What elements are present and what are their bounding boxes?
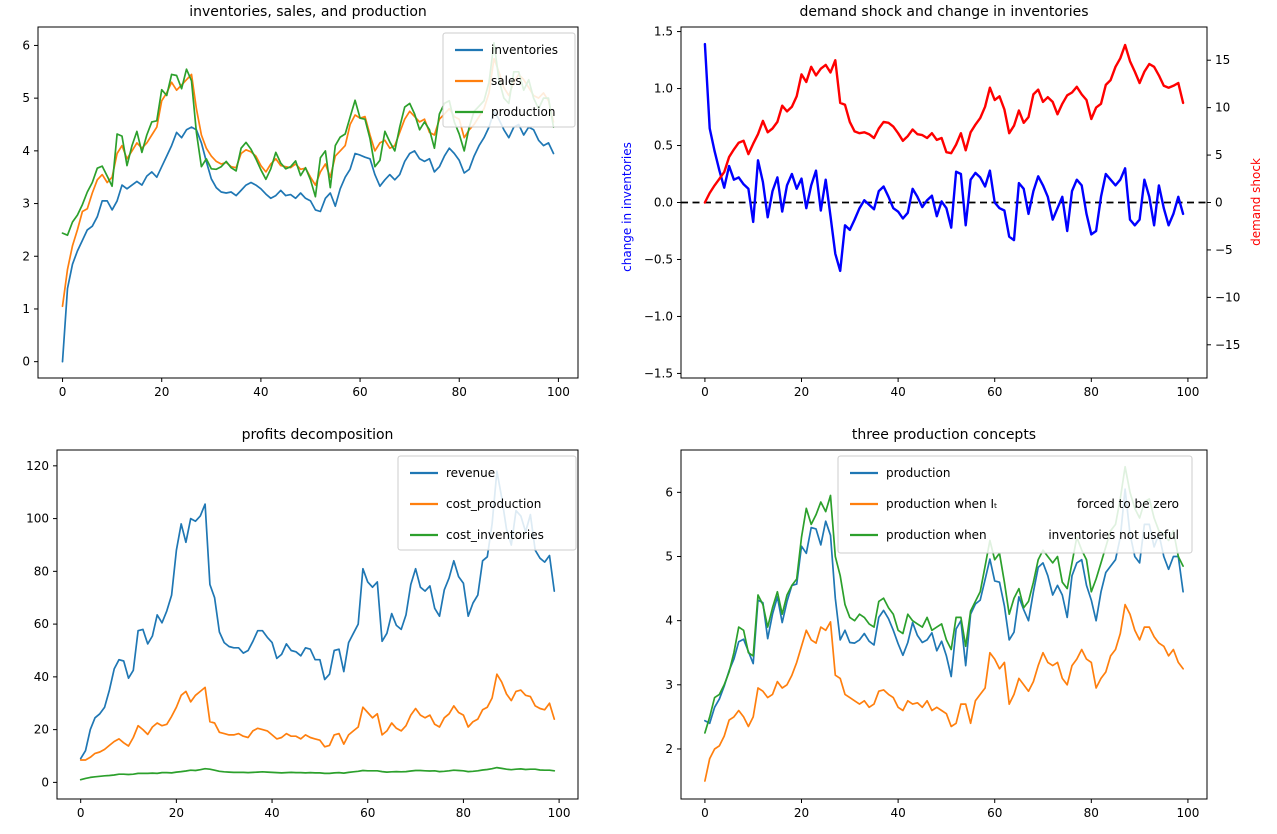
y2-tick-label: −10 — [1215, 290, 1240, 304]
series-cost-production — [79, 673, 556, 761]
x-tick-label: 0 — [701, 806, 709, 820]
x-tick-label: 80 — [1084, 385, 1099, 399]
y-tick-label: 100 — [26, 512, 49, 526]
y-tick-label: 0.5 — [654, 139, 673, 153]
legend-label: revenue — [446, 466, 495, 480]
x-tick-label: 100 — [547, 385, 570, 399]
series-revenue — [79, 470, 556, 760]
series-inventories — [61, 110, 555, 363]
x-tick-label: 60 — [352, 385, 367, 399]
legend-label-right: forced to be zero — [1077, 497, 1179, 511]
x-tick-label: 0 — [77, 806, 85, 820]
axes-frame-3 — [680, 449, 1208, 800]
chart-title-inventories-sales-production: inventories, sales, and production — [189, 4, 427, 20]
y-tick-label: 1.0 — [654, 82, 673, 96]
x-tick-label: 80 — [452, 385, 467, 399]
legend-box — [837, 455, 1193, 554]
x-tick-label: 20 — [154, 385, 169, 399]
y-tick-label: 20 — [34, 723, 49, 737]
legend-box — [442, 32, 576, 128]
x-tick-label: 40 — [253, 385, 268, 399]
x-tick-label: 40 — [890, 806, 905, 820]
x-tick-label: 100 — [1176, 806, 1199, 820]
y-tick-label: 5 — [665, 549, 673, 563]
x-tick-label: 20 — [169, 806, 184, 820]
x-tick-label: 60 — [987, 385, 1002, 399]
y-tick-label: 4 — [22, 144, 30, 158]
y-tick-label: 0 — [41, 775, 49, 789]
y-tick-label: 80 — [34, 564, 49, 578]
legend-label: production — [491, 105, 555, 119]
y-tick-label: 40 — [34, 670, 49, 684]
y2-tick-label: 5 — [1215, 148, 1223, 162]
y-tick-label: 2 — [22, 249, 30, 263]
x-tick-label: 40 — [264, 806, 279, 820]
y-tick-label: 6 — [22, 38, 30, 52]
y2-tick-label: −5 — [1215, 243, 1233, 257]
x-tick-label: 100 — [548, 806, 571, 820]
legend-box — [397, 455, 577, 551]
y-tick-label: 3 — [22, 197, 30, 211]
x-tick-label: 20 — [794, 806, 809, 820]
series-demand-shock — [703, 43, 1185, 204]
axis-label-demand-shock: demand shock — [1249, 158, 1263, 246]
chart-title-demand-shock-change-inventories: demand shock and change in inventories — [799, 4, 1089, 20]
legend-label-right: inventories not useful — [1048, 528, 1179, 542]
x-tick-label: 0 — [701, 385, 709, 399]
y-tick-label: 2 — [665, 742, 673, 756]
y-tick-label: 120 — [26, 459, 49, 473]
x-tick-label: 0 — [59, 385, 67, 399]
y-tick-label: −1.5 — [644, 366, 673, 380]
y-tick-label: 6 — [665, 485, 673, 499]
y-tick-label: −0.5 — [644, 252, 673, 266]
y-tick-label: 0 — [22, 355, 30, 369]
series-production-when-i- — [704, 603, 1184, 782]
legend-label: cost_production — [446, 497, 541, 511]
legend-label: production when — [886, 528, 987, 542]
y-tick-label: −1.0 — [644, 309, 673, 323]
series-cost-inventories — [79, 766, 556, 781]
legend-label: sales — [491, 74, 522, 88]
x-tick-label: 100 — [1176, 385, 1199, 399]
x-tick-label: 20 — [794, 385, 809, 399]
y2-tick-label: 10 — [1215, 101, 1230, 115]
axes-frame-0 — [37, 26, 579, 379]
y-tick-label: 4 — [665, 614, 673, 628]
y-tick-label: 0.0 — [654, 196, 673, 210]
x-tick-label: 80 — [1084, 806, 1099, 820]
chart-title-three-production-concepts: three production concepts — [851, 427, 1037, 443]
legend-label: production when Iₜ — [886, 497, 998, 511]
legend-label: cost_inventories — [446, 528, 544, 542]
series-production — [704, 488, 1184, 725]
y-tick-label: 1 — [22, 302, 30, 316]
axis-label-change-in-inventories: change in inventories — [620, 142, 634, 272]
x-tick-label: 80 — [456, 806, 471, 820]
y2-tick-label: 15 — [1215, 53, 1230, 67]
y-tick-label: 5 — [22, 91, 30, 105]
x-tick-label: 40 — [890, 385, 905, 399]
chart-title-profits-decomposition: profits decomposition — [241, 427, 394, 443]
y-tick-label: 60 — [34, 617, 49, 631]
x-tick-label: 60 — [987, 806, 1002, 820]
y2-tick-label: 0 — [1215, 196, 1223, 210]
series-change-in-inventories — [703, 42, 1185, 273]
y-tick-label: 1.5 — [654, 25, 673, 39]
x-tick-label: 60 — [360, 806, 375, 820]
series-production-when — [704, 465, 1184, 734]
legend-label: inventories — [491, 43, 558, 57]
legend-label: production — [886, 466, 950, 480]
y-tick-label: 3 — [665, 678, 673, 692]
y2-tick-label: −15 — [1215, 338, 1240, 352]
